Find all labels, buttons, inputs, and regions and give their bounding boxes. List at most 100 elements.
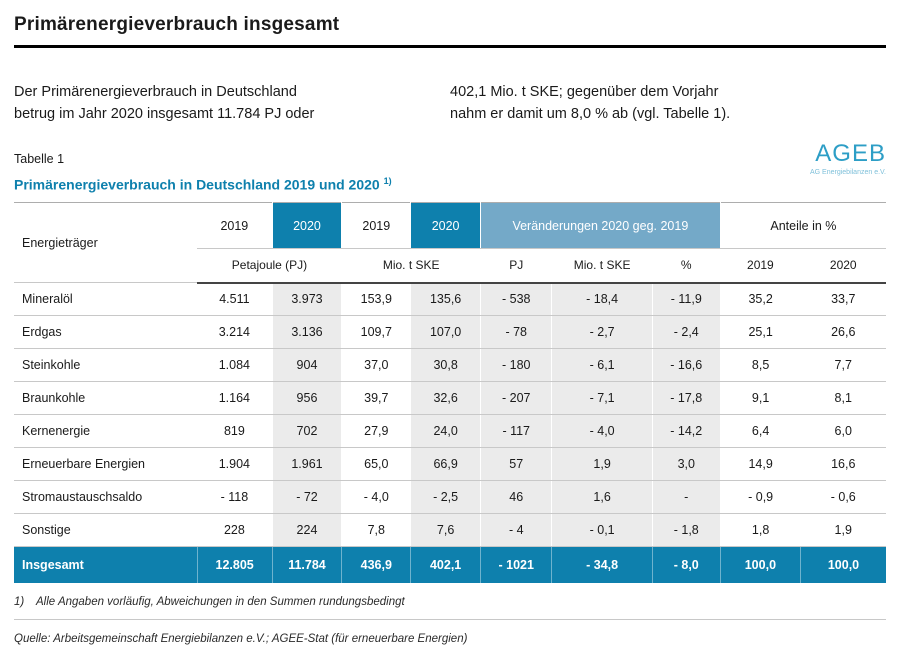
data-cell: - 0,6 — [800, 480, 886, 515]
total-row-label: Insgesamt — [14, 546, 198, 583]
intro-left-paragraph: Der Primärenergieverbrauch in Deutschlan… — [14, 84, 315, 122]
data-cell: 819 — [197, 414, 273, 449]
intro-right-paragraph: 402,1 Mio. t SKE; gegenüber dem Vorjahr … — [450, 84, 731, 122]
data-cell: - 0,9 — [720, 480, 801, 515]
page-title: Primärenergieverbrauch insgesamt — [14, 14, 340, 35]
data-cell: - 78 — [479, 315, 553, 350]
data-cell: - 72 — [271, 480, 343, 515]
data-cell: - 538 — [479, 282, 553, 317]
data-cell: 57 — [479, 447, 553, 482]
data-cell: 37,0 — [341, 348, 411, 383]
data-cell: 6,0 — [800, 414, 886, 449]
total-cell: - 1021 — [479, 546, 552, 583]
table-body: Mineralöl 4.511 3.973 153,9 135,6- 538- 18,4… — [14, 282, 886, 583]
data-cell: 30,8 — [410, 348, 481, 383]
intro-left-column: Der Primärenergieverbrauch in Deutschlan… — [14, 82, 450, 126]
footnote-text: Alle Angaben vorläufig, Abweichungen in … — [36, 595, 405, 608]
total-cell: 100,0 — [719, 546, 801, 583]
data-cell: 8,5 — [720, 348, 801, 383]
column-header-2019-pj: 2019 — [197, 202, 273, 250]
data-cell: 228 — [197, 513, 273, 548]
ageb-logo: AGEB AG Energiebilanzen e.V. — [809, 139, 886, 176]
total-cell: 12.805 — [196, 546, 273, 583]
unit-header-share-2020: 2020 — [800, 248, 886, 284]
data-cell: 25,1 — [720, 315, 801, 350]
data-cell: 16,6 — [800, 447, 886, 482]
data-cell: 27,9 — [341, 414, 411, 449]
data-cell: - 0,1 — [551, 513, 653, 548]
data-cell: - 18,4 — [551, 282, 653, 317]
total-cell: 402,1 — [410, 546, 481, 583]
data-cell: 4.511 — [197, 282, 273, 317]
data-cell: 3,0 — [651, 447, 721, 482]
data-cell: 153,9 — [341, 282, 411, 317]
data-cell: 107,0 — [410, 315, 481, 350]
table-row: Stromaustauschsaldo - 118- 72- 4,0- 2,5 46… — [14, 480, 886, 515]
column-header-2020-pj: 2020 — [271, 202, 343, 250]
data-cell: 6,4 — [720, 414, 801, 449]
data-cell: - 11,9 — [651, 282, 721, 317]
table-header-row-units: Petajoule (PJ) Mio. t SKE PJ Mio. t SKE … — [14, 248, 886, 284]
intro-right-column: 402,1 Mio. t SKE; gegenüber dem Vorjahr … — [450, 82, 886, 126]
ageb-logo-subtitle: AG Energiebilanzen e.V. — [809, 168, 886, 176]
data-cell: 1,6 — [551, 480, 653, 515]
unit-header-share-2019: 2019 — [720, 248, 801, 284]
column-group-changes: Veränderungen 2020 geg. 2019 — [479, 202, 721, 250]
row-label: Sonstige — [14, 513, 198, 548]
table-row: Erneuerbare Energien 1.904 1.961 65,0 66,9 57… — [14, 447, 886, 482]
unit-header-mio-t-ske: Mio. t SKE — [341, 248, 481, 284]
data-cell: - 118 — [197, 480, 273, 515]
data-cell: 65,0 — [341, 447, 411, 482]
data-cell: - 17,8 — [651, 381, 721, 416]
data-cell: 3.214 — [197, 315, 273, 350]
table-title: Primärenergieverbrauch in Deutschland 20… — [14, 176, 886, 193]
data-cell: 9,1 — [720, 381, 801, 416]
data-cell: 66,9 — [410, 447, 481, 482]
data-cell: - 117 — [479, 414, 553, 449]
data-cell: 3.973 — [271, 282, 343, 317]
table-label: Tabelle 1 — [14, 151, 65, 166]
column-header-2019-ske: 2019 — [341, 202, 411, 250]
data-cell: 956 — [271, 381, 343, 416]
data-cell: - 16,6 — [651, 348, 721, 383]
table-title-footnote-marker: 1) — [383, 175, 392, 186]
data-cell: 7,7 — [800, 348, 886, 383]
data-cell: 1.904 — [197, 447, 273, 482]
data-cell: 1,9 — [551, 447, 653, 482]
total-cell: - 8,0 — [651, 546, 721, 583]
data-cell: 702 — [271, 414, 343, 449]
row-label: Braunkohle — [14, 381, 198, 416]
table-row: Sonstige 228 224 7,8 7,6- 4- 0,1- 1,8 1,8 1,9 — [14, 513, 886, 548]
data-cell: 26,6 — [800, 315, 886, 350]
data-cell: 1.084 — [197, 348, 273, 383]
column-header-energietraeger: Energieträger — [14, 202, 198, 284]
data-cell: 109,7 — [341, 315, 411, 350]
total-cell: 100,0 — [799, 546, 886, 583]
unit-header-petajoule: Petajoule (PJ) — [197, 248, 342, 284]
ageb-logo-title: AGEB — [815, 139, 886, 167]
table-row: Mineralöl 4.511 3.973 153,9 135,6- 538- 18,4… — [14, 282, 886, 317]
table-row: Kernenergie 819 702 27,9 24,0- 117- 4,0- 14,… — [14, 414, 886, 449]
data-cell: 1.164 — [197, 381, 273, 416]
data-cell: - 1,8 — [651, 513, 721, 548]
data-cell: 1.961 — [271, 447, 343, 482]
data-cell: - 4,0 — [341, 480, 411, 515]
footnote: 1) Alle Angaben vorläufig, Abweichungen i… — [14, 596, 886, 608]
unit-header-change-percent: % — [652, 248, 721, 284]
total-cell: - 34,8 — [551, 546, 653, 583]
data-cell: - 180 — [479, 348, 553, 383]
data-cell: 224 — [271, 513, 343, 548]
footnote-marker: 1) — [14, 595, 25, 608]
table-total-row: Insgesamt 12.805 11.784 436,9 402,1- 1021- 3… — [14, 546, 886, 583]
unit-header-change-pj: PJ — [480, 248, 552, 284]
data-cell: 3.136 — [271, 315, 343, 350]
data-cell: 1,9 — [800, 513, 886, 548]
data-cell: 39,7 — [341, 381, 411, 416]
row-label: Steinkohle — [14, 348, 198, 383]
table-row: Braunkohle 1.164 956 39,7 32,6- 207- 7,1- 17… — [14, 381, 886, 416]
table-title-text: Primärenergieverbrauch in Deutschland 20… — [14, 176, 384, 193]
table-header-row-years: Energieträger 2019 2020 2019 2020 Veränd… — [14, 202, 886, 284]
data-cell: - 2,7 — [551, 315, 653, 350]
total-cell: 11.784 — [271, 546, 342, 583]
title-divider — [14, 45, 886, 48]
